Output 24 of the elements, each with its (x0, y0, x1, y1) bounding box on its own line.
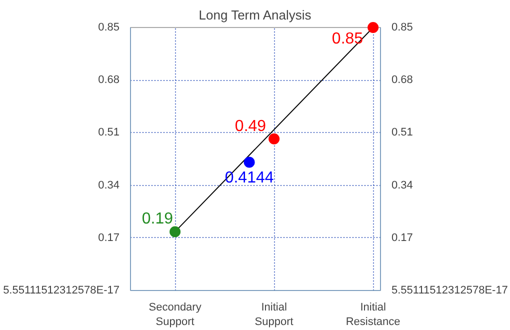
data-label: 0.85 (332, 30, 364, 48)
x-tick-label: Secondary Support (148, 302, 202, 328)
y2-tick-label: 0.51 (392, 126, 413, 139)
point (170, 226, 181, 238)
point (368, 22, 379, 33)
data-label: 0.49 (234, 118, 266, 135)
y-tick-label: 0.85 (98, 22, 120, 34)
y2-tick-label: 5.55111512312578E-17 (392, 284, 508, 296)
x-tick-label: Initial Resistance (346, 302, 400, 328)
y-tick-label: 5.55111512312578E-17 (3, 284, 120, 296)
y2-tick-label: 0.34 (392, 179, 413, 192)
y-tick-label: 0.68 (98, 74, 120, 86)
y-tick-label: 0.51 (98, 126, 120, 139)
chart-title: Long Term Analysis (198, 8, 312, 22)
y-tick-label: 0.34 (98, 179, 120, 192)
point (244, 156, 255, 168)
y2-tick-label: 0.85 (392, 22, 413, 34)
y-tick-label: 0.17 (98, 232, 120, 244)
y2-tick-label: 0.68 (392, 74, 413, 86)
x-tick-label: Initial Support (254, 302, 294, 328)
data-label: 0.19 (142, 210, 174, 228)
data-label: 0.4144 (224, 169, 274, 186)
y2-tick-label: 0.17 (392, 232, 413, 244)
point (268, 133, 280, 144)
